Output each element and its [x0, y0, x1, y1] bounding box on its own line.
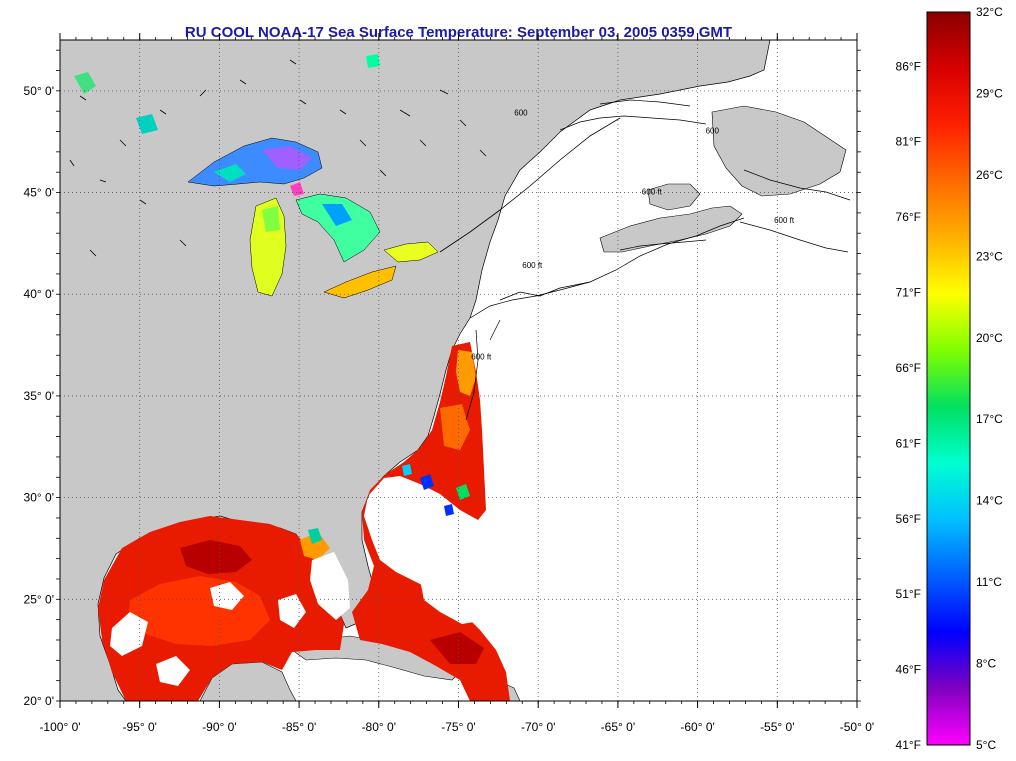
isobath-600ft [465, 99, 851, 421]
y-tick-label: 45° 0' [24, 186, 54, 200]
contour-labels: 600 600 ft 600 ft 600 ft 600 ft 600 [471, 108, 795, 361]
colorbar-celsius-label: 5°C [976, 738, 996, 752]
colorbar-celsius-label: 8°C [976, 657, 996, 671]
colorbar-celsius-label: 23°C [976, 249, 1003, 263]
colorbar-fahrenheit-labels: 86°F 81°F 76°F 71°F 66°F 61°F 56°F 51°F 46°F 41°F [896, 59, 921, 752]
map-gridlines [60, 40, 857, 701]
sst-gulf-of-mexico [98, 516, 350, 701]
y-tick-label: 40° 0' [24, 287, 54, 301]
sst-great-lakes [74, 54, 439, 299]
colorbar-fahrenheit-label: 86°F [896, 59, 921, 73]
x-tick-label: -75° 0' [441, 720, 475, 734]
x-tick-label: -60° 0' [680, 720, 714, 734]
colorbar-fahrenheit-label: 56°F [896, 512, 921, 526]
x-tick-label: -50° 0' [840, 720, 874, 734]
colorbar-celsius-labels: 32°C 29°C 26°C 23°C 20°C 17°C 14°C 11°C 8°C 5°C [976, 5, 1003, 752]
lake-huron [295, 193, 381, 263]
map-title: RU COOL NOAA-17 Sea Surface Temperature:… [184, 24, 733, 41]
lake-nipigon [74, 72, 96, 94]
y-tick-label: 30° 0' [24, 491, 54, 505]
colorbar [926, 11, 971, 746]
colorbar-fahrenheit-label: 51°F [896, 587, 921, 601]
colorbar-fahrenheit-label: 76°F [896, 210, 921, 224]
x-tick-label: -55° 0' [760, 720, 794, 734]
colorbar-fahrenheit-label: 41°F [896, 738, 921, 752]
colorbar-fahrenheit-label: 66°F [896, 361, 921, 375]
contour-label: 600 ft [774, 216, 795, 225]
y-tick-label: 50° 0' [24, 84, 54, 98]
y-axis-labels: 20° 0' 25° 0' 30° 0' 35° 0' 40° 0' 45° 0' 50° … [24, 84, 54, 708]
land-newfoundland [711, 105, 847, 197]
contour-label: 600 ft [522, 261, 543, 270]
colorbar-fahrenheit-label: 61°F [896, 436, 921, 450]
contour-label: 600 ft [642, 188, 663, 197]
land-maritimes [599, 205, 743, 253]
x-tick-label: -90° 0' [202, 720, 236, 734]
contour-label: 600 [514, 108, 528, 117]
x-tick-label: -65° 0' [601, 720, 635, 734]
coastline-details [69, 59, 621, 301]
x-tick-label: -100° 0' [39, 720, 80, 734]
colorbar-celsius-label: 32°C [976, 5, 1003, 19]
x-axis-labels: -100° 0' -95° 0' -90° 0' -85° 0' -80° 0' -75°… [39, 720, 874, 734]
axis-ticks [56, 33, 861, 708]
contour-label: 600 ft [471, 352, 492, 361]
colorbar-celsius-label: 20°C [976, 331, 1003, 345]
lake-erie [323, 265, 397, 299]
x-tick-label: -95° 0' [122, 720, 156, 734]
x-tick-label: -85° 0' [282, 720, 316, 734]
colorbar-fahrenheit-label: 46°F [896, 663, 921, 677]
contour-label: 600 [706, 127, 720, 136]
colorbar-celsius-label: 11°C [976, 575, 1002, 589]
colorbar-celsius-label: 26°C [976, 168, 1003, 182]
sst-atlantic [352, 342, 510, 701]
colorbar-fahrenheit-label: 71°F [896, 286, 921, 300]
land-yucatan [199, 661, 297, 701]
y-tick-label: 20° 0' [24, 694, 54, 708]
map-plot-area[interactable]: 600 600 ft 600 ft 600 ft 600 ft 600 [60, 40, 857, 701]
colorbar-celsius-label: 29°C [976, 86, 1003, 100]
land-cape-breton [647, 183, 701, 211]
lake-ontario [383, 241, 439, 263]
y-tick-label: 25° 0' [24, 592, 54, 606]
colorbar-celsius-label: 17°C [976, 412, 1003, 426]
x-tick-label: -80° 0' [362, 720, 396, 734]
colorbar-celsius-label: 14°C [976, 494, 1003, 508]
y-tick-label: 35° 0' [24, 389, 54, 403]
colorbar-fahrenheit-label: 81°F [896, 135, 921, 149]
x-tick-label: -70° 0' [521, 720, 555, 734]
